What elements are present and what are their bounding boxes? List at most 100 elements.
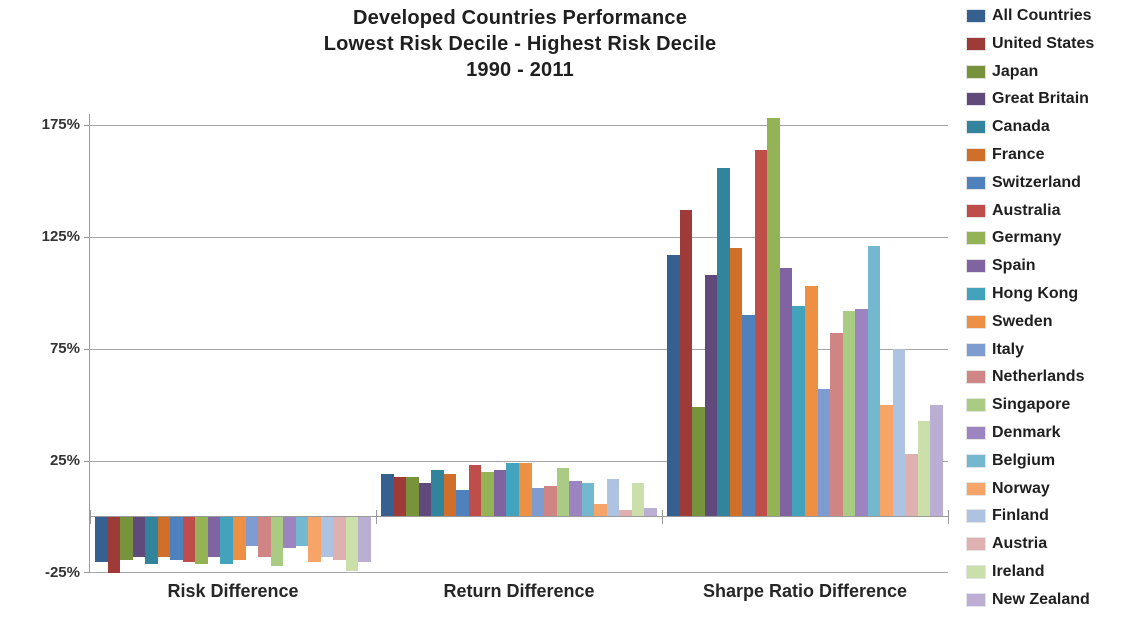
bar-group-return-difference: [376, 114, 662, 573]
bar-new-zealand-risk-difference: [358, 517, 371, 562]
legend-label: Belgium: [992, 451, 1056, 469]
category-label-return-difference: Return Difference: [443, 581, 595, 601]
legend-item-switzerland: Switzerland: [966, 172, 1142, 194]
legend-swatch-icon: [966, 286, 986, 301]
x-axis-boundary-tick-1: [376, 510, 377, 524]
plot-area: [84, 114, 949, 573]
bar-sweden-return-difference: [519, 463, 532, 517]
y-tick-label-neg25: -25%: [44, 564, 80, 581]
legend-label: Netherlands: [992, 368, 1085, 386]
y-tick-label-75: 75%: [49, 340, 80, 357]
legend-swatch-icon: [966, 314, 986, 329]
legend-swatch-icon: [966, 398, 986, 413]
bar-norway-sharpe-ratio-difference: [880, 405, 893, 517]
bar-france-sharpe-ratio-difference: [729, 248, 743, 517]
legend-item-spain: Spain: [966, 255, 1142, 277]
legend-swatch-icon: [966, 120, 986, 135]
chart-title: Developed Countries Performance Lowest R…: [0, 5, 1040, 83]
bar-netherlands-risk-difference: [258, 517, 271, 558]
legend-label: Spain: [992, 257, 1036, 275]
bar-switzerland-sharpe-ratio-difference: [742, 315, 755, 517]
legend-label: All Countries: [992, 7, 1092, 24]
bar-italy-sharpe-ratio-difference: [817, 389, 831, 517]
bar-france-risk-difference: [157, 517, 171, 558]
legend-swatch-icon: [966, 36, 986, 51]
gridline--25: [90, 572, 948, 573]
bar-switzerland-risk-difference: [170, 517, 183, 560]
y-axis-tick-75: [84, 349, 89, 350]
bar-belgium-sharpe-ratio-difference: [867, 245, 881, 517]
bar-hong-kong-sharpe-ratio-difference: [792, 306, 805, 517]
legend-swatch-icon: [966, 147, 986, 162]
bar-netherlands-return-difference: [544, 485, 557, 517]
bar-germany-risk-difference: [195, 517, 208, 565]
bar-australia-return-difference: [468, 465, 482, 517]
legend-swatch-icon: [966, 342, 986, 357]
y-tick-label-25: 25%: [49, 452, 80, 469]
bar-japan-risk-difference: [120, 517, 133, 560]
legend-item-singapore: Singapore: [966, 394, 1142, 416]
legend-item-japan: Japan: [966, 61, 1142, 83]
legend-label: Denmark: [992, 423, 1061, 441]
y-axis-line: [89, 114, 90, 573]
legend-label: Austria: [992, 535, 1048, 553]
legend-item-france: France: [966, 144, 1142, 166]
legend-item-norway: Norway: [966, 478, 1142, 500]
bar-new-zealand-sharpe-ratio-difference: [930, 405, 943, 517]
bar-japan-return-difference: [406, 476, 419, 517]
legend-swatch-icon: [966, 370, 986, 385]
legend-item-germany: Germany: [966, 227, 1142, 249]
bar-canada-risk-difference: [145, 517, 158, 565]
bar-ireland-risk-difference: [345, 517, 359, 571]
legend-label: New Zealand: [992, 590, 1090, 608]
legend-swatch-icon: [966, 453, 986, 468]
bar-denmark-return-difference: [569, 481, 582, 517]
legend-swatch-icon: [966, 231, 986, 246]
legend-item-new-zealand: New Zealand: [966, 589, 1142, 611]
category-label-risk-difference: Risk Difference: [167, 581, 299, 601]
legend-item-netherlands: Netherlands: [966, 366, 1142, 388]
x-axis-boundary-tick-3: [948, 510, 949, 524]
legend-item-belgium: Belgium: [966, 450, 1142, 472]
chart-title-line1: Developed Countries Performance: [352, 7, 688, 29]
y-axis-tick-25: [84, 461, 89, 462]
legend-item-hong-kong: Hong Kong: [966, 283, 1142, 305]
legend-label: United States: [992, 34, 1095, 52]
legend-label: Germany: [992, 229, 1062, 247]
bar-netherlands-sharpe-ratio-difference: [830, 333, 843, 517]
bar-group-sharpe-ratio-difference: [662, 114, 948, 573]
legend-swatch-icon: [966, 509, 986, 524]
legend: All Countries United States Japan Great Bri…: [966, 5, 1142, 611]
legend-swatch-icon: [966, 564, 986, 579]
bar-norway-risk-difference: [308, 517, 321, 562]
bar-united-states-return-difference: [393, 476, 407, 517]
bar-austria-return-difference: [619, 510, 632, 517]
bar-spain-return-difference: [493, 469, 507, 517]
bar-australia-risk-difference: [182, 517, 196, 562]
bar-new-zealand-return-difference: [644, 508, 657, 517]
bar-group-risk-difference: [90, 114, 376, 573]
bar-denmark-risk-difference: [283, 517, 296, 549]
bar-canada-return-difference: [431, 469, 444, 517]
legend-swatch-icon: [966, 64, 986, 79]
bar-finland-return-difference: [606, 478, 620, 517]
legend-label: Switzerland: [992, 173, 1081, 191]
bar-austria-sharpe-ratio-difference: [905, 454, 918, 517]
x-axis-boundary-tick-0: [90, 510, 91, 524]
bar-united-states-risk-difference: [107, 517, 121, 573]
bar-belgium-risk-difference: [295, 517, 309, 547]
bar-spain-sharpe-ratio-difference: [779, 268, 793, 517]
legend-swatch-icon: [966, 9, 986, 23]
bar-italy-return-difference: [531, 487, 545, 517]
y-axis-tick--25: [84, 572, 89, 573]
legend-label: Hong Kong: [992, 284, 1079, 302]
legend-item-ireland: Ireland: [966, 561, 1142, 583]
bar-germany-sharpe-ratio-difference: [767, 118, 780, 517]
bar-all-countries-sharpe-ratio-difference: [667, 254, 680, 517]
bar-germany-return-difference: [481, 472, 494, 517]
legend-item-italy: Italy: [966, 339, 1142, 361]
legend-item-australia: Australia: [966, 200, 1142, 222]
bar-finland-sharpe-ratio-difference: [892, 349, 906, 517]
bar-sweden-risk-difference: [233, 517, 246, 560]
